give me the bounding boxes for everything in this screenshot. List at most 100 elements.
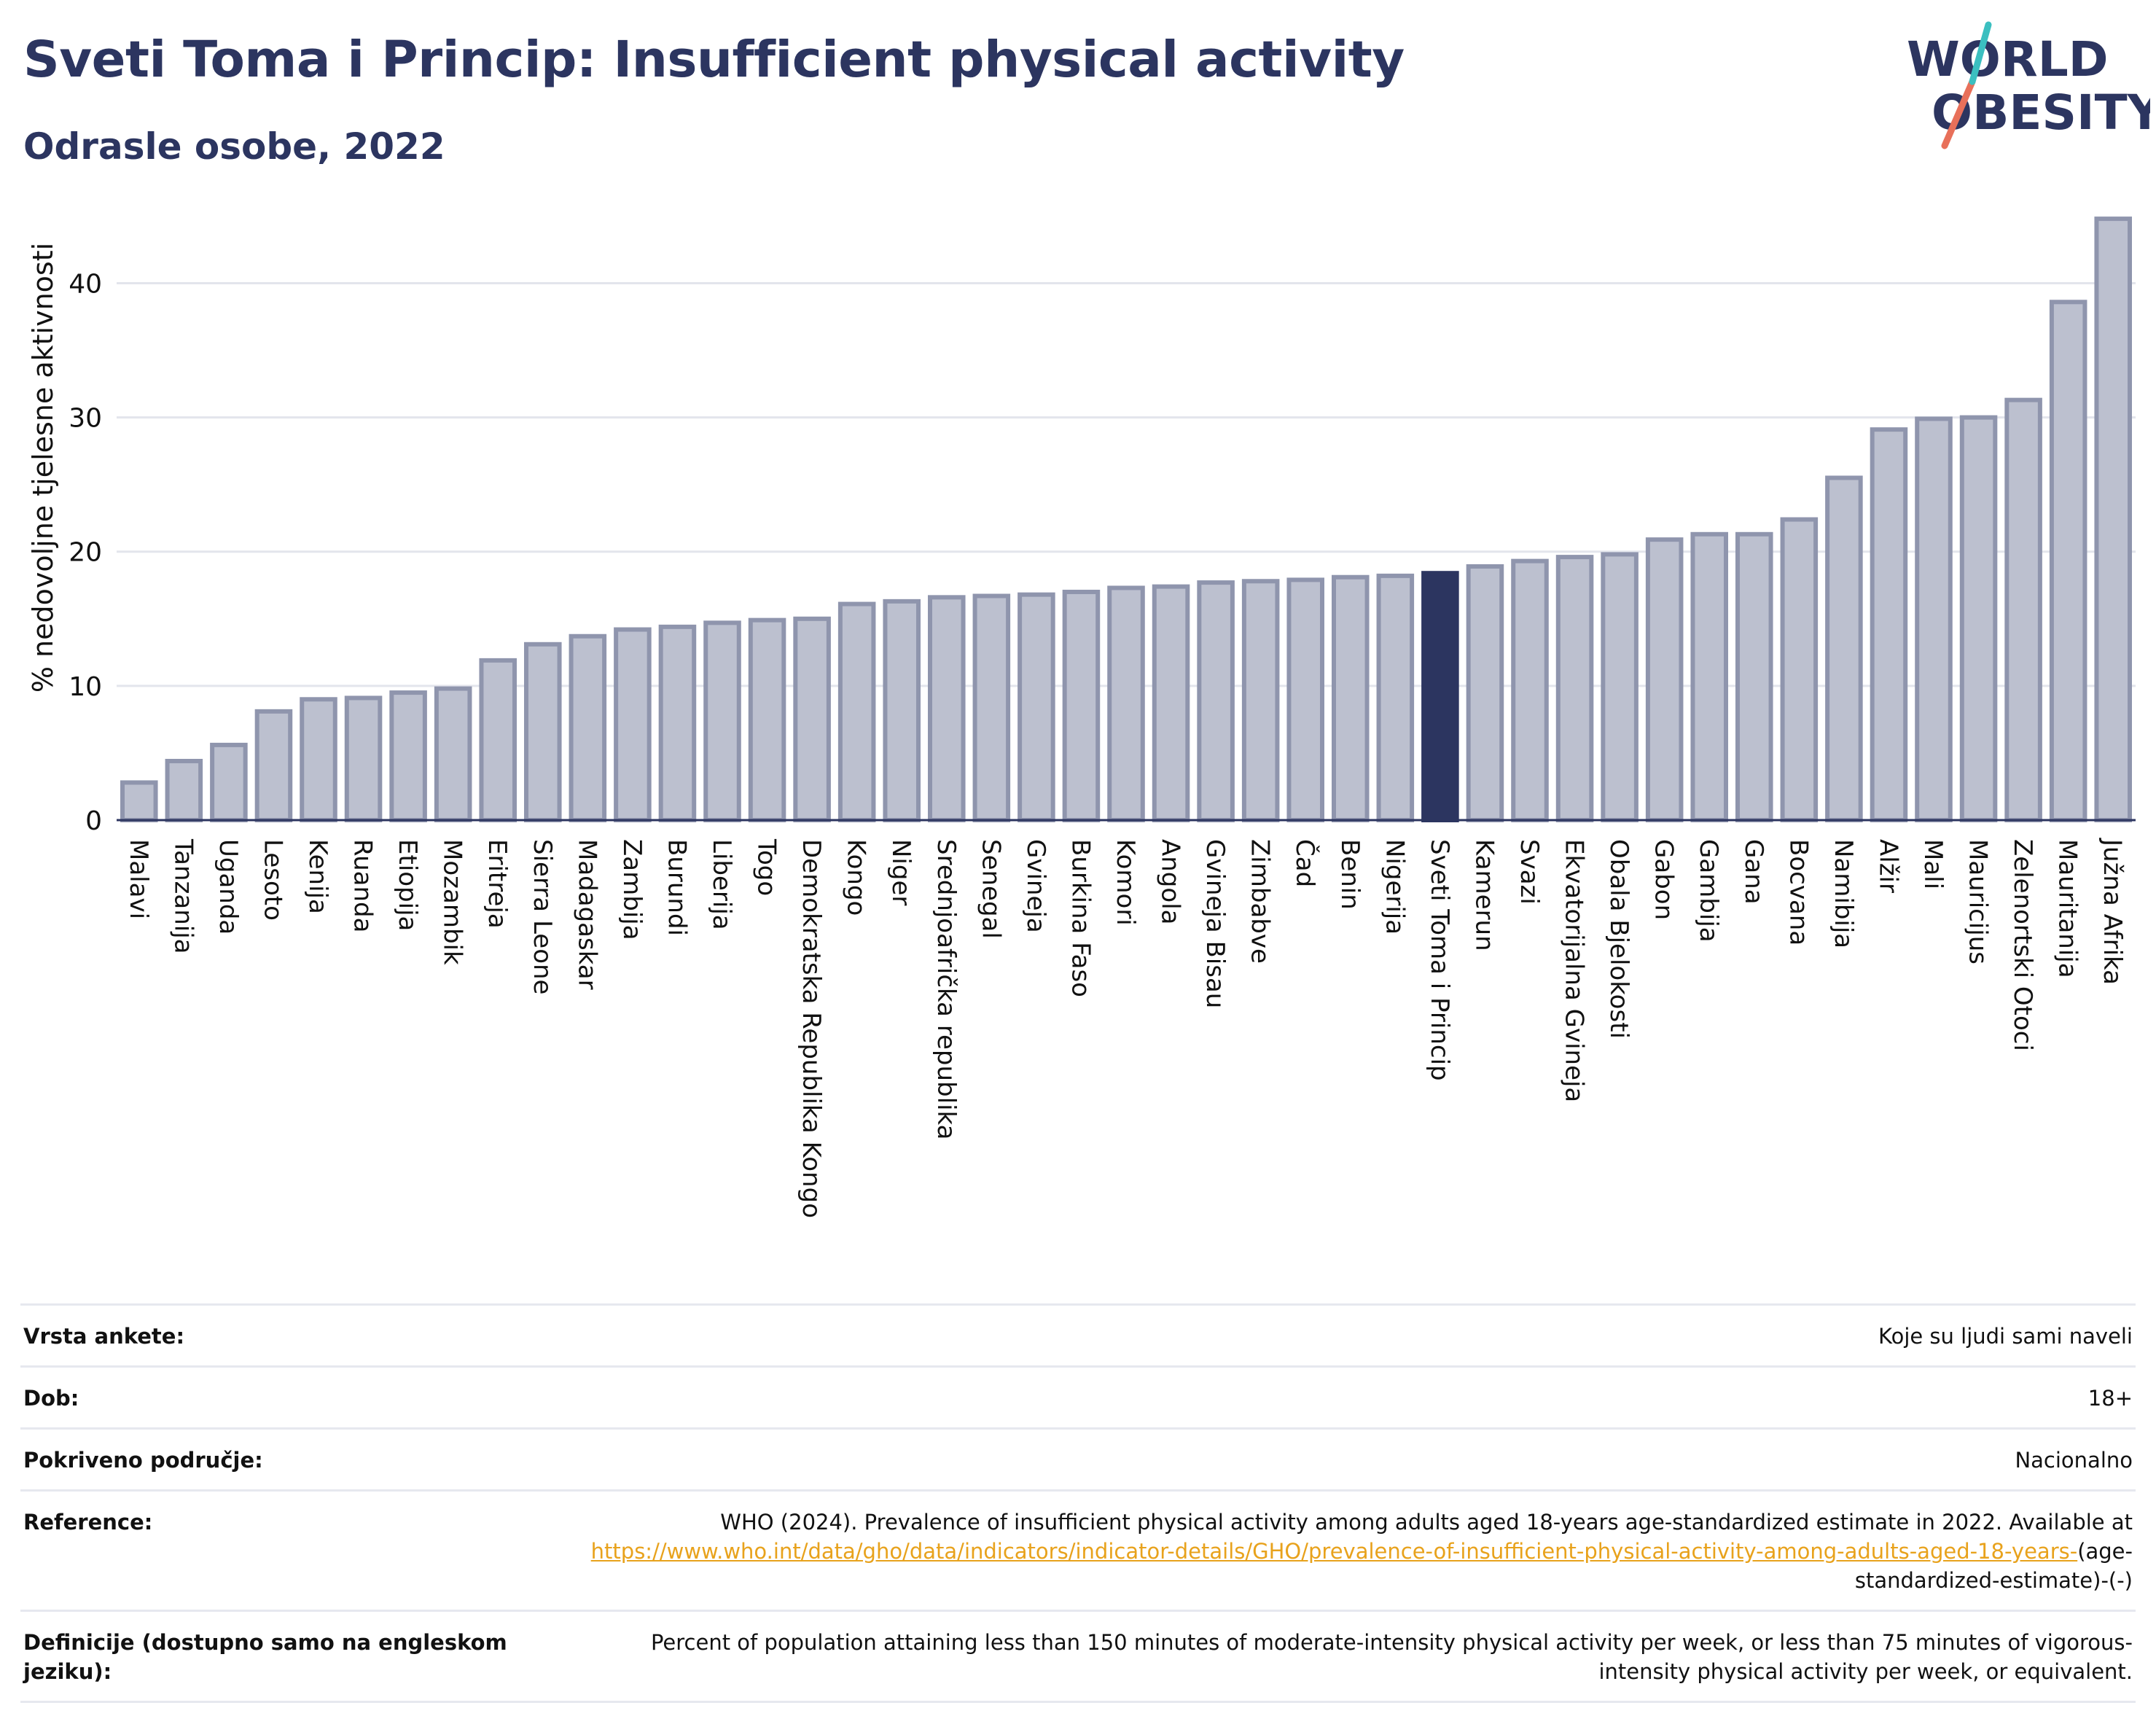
x-tick-label: Nigerija [1380, 839, 1409, 935]
x-tick-label: Čad [1290, 839, 1320, 887]
x-tick-label: Benin [1335, 839, 1364, 910]
x-tick-label: Mauricijus [1964, 839, 1993, 964]
bar[interactable] [1825, 475, 1863, 823]
info-label: Reference: [23, 1510, 153, 1535]
bars [120, 217, 2132, 823]
bar[interactable] [1062, 589, 1101, 822]
bar[interactable] [479, 658, 517, 822]
bar[interactable] [2004, 397, 2042, 822]
info-label: Vrsta ankete: [23, 1324, 185, 1349]
bar[interactable] [344, 695, 383, 822]
reference-value: WHO (2024). Prevalence of insufficient p… [566, 1491, 2136, 1611]
bar[interactable] [1511, 558, 1549, 822]
bar[interactable] [2094, 217, 2132, 822]
bar[interactable] [614, 627, 652, 822]
x-tick-label: Svazi [1515, 839, 1544, 905]
bar[interactable] [1241, 579, 1280, 822]
bar[interactable] [210, 742, 248, 823]
x-tick-label: Sveti Toma i Princip [1425, 839, 1454, 1081]
x-tick-label: Alžir [1873, 839, 1902, 893]
bar[interactable] [1018, 592, 1055, 823]
x-tick-label: Etiopija [393, 839, 422, 931]
info-value: Nacionalno [2015, 1448, 2133, 1473]
x-tick-label: Tanzanija [168, 838, 198, 954]
x-tick-label: Senegal [976, 839, 1005, 939]
info-value: Percent of population attaining less tha… [650, 1630, 2133, 1684]
bar[interactable] [524, 642, 562, 822]
info-row-age: Dob: 18+ [20, 1366, 2136, 1429]
bar[interactable] [254, 709, 293, 823]
x-tick-label: Madagaskar [572, 839, 601, 990]
info-value: Koje su ljudi sami naveli [1878, 1324, 2133, 1349]
bar[interactable] [1735, 531, 1773, 822]
bar[interactable] [1780, 517, 1819, 823]
x-tick-label: Burundi [662, 839, 691, 936]
info-table: Vrsta ankete: Koje su ljudi sami naveli … [20, 1303, 2136, 1703]
bar[interactable] [837, 601, 876, 822]
bar[interactable] [1690, 531, 1728, 822]
bar[interactable] [1107, 585, 1145, 822]
reference-link[interactable]: https://www.who.int/data/gho/data/indica… [590, 1539, 2078, 1564]
bar[interactable] [120, 780, 158, 823]
bar[interactable] [389, 690, 427, 823]
bar[interactable] [1959, 415, 1998, 822]
bar[interactable] [165, 758, 203, 823]
bar[interactable] [1870, 427, 1908, 822]
y-tick-label: 10 [69, 672, 102, 702]
x-tick-label: Demokratska Republika Kongo [797, 839, 826, 1218]
bar[interactable] [928, 595, 966, 823]
reference-suffix: (age-standardized-estimate)-(-) [1854, 1539, 2133, 1593]
logo-slash-top [1969, 21, 1992, 85]
x-tick-label: Gvineja Bisau [1200, 839, 1230, 1008]
bar[interactable] [1555, 555, 1594, 823]
bar[interactable] [703, 620, 741, 822]
info-label: Dob: [23, 1386, 79, 1411]
x-tick-label: Mali [1918, 839, 1948, 889]
bar[interactable] [434, 686, 472, 823]
info-row-survey: Vrsta ankete: Koje su ljudi sami naveli [20, 1304, 2136, 1367]
x-tick-label: Gana [1739, 839, 1768, 905]
bar[interactable] [1286, 577, 1324, 822]
bar[interactable] [1601, 552, 1639, 822]
y-tick-labels: 0 10 20 30 40 [69, 269, 102, 836]
x-tick-labels: Malavi Tanzanija Uganda Lesoto Kenija Ruanda E… [124, 838, 2127, 1218]
reference-text: WHO (2024). Prevalence of insufficient p… [720, 1510, 2133, 1535]
bar[interactable] [658, 624, 697, 822]
x-tick-label: Uganda [214, 839, 243, 935]
x-tick-label: Komori [1111, 839, 1140, 926]
x-tick-label: Ruanda [348, 839, 378, 932]
bar[interactable] [883, 599, 921, 822]
x-tick-label: Eritreja [483, 839, 512, 929]
bar[interactable] [1915, 416, 1953, 822]
bar[interactable] [300, 697, 337, 822]
x-tick-label: Togo [752, 838, 781, 896]
bar[interactable] [1197, 580, 1235, 822]
x-tick-label: Mozambik [438, 839, 467, 965]
x-tick-label: Malavi [124, 839, 153, 919]
bar[interactable] [972, 593, 1011, 823]
bar[interactable] [1645, 537, 1684, 823]
info-row-definition: Definicije (dostupno samo na engleskom j… [20, 1610, 2136, 1702]
x-tick-label: Zambija [617, 839, 647, 940]
x-tick-label: Angola [1156, 839, 1185, 924]
bar[interactable] [569, 633, 607, 823]
info-row-reference: Reference: WHO (2024). Prevalence of ins… [20, 1490, 2136, 1611]
x-tick-label: Kamerun [1469, 839, 1499, 951]
x-tick-label: Kongo [842, 839, 871, 916]
bar[interactable] [1152, 584, 1190, 822]
bar[interactable] [1421, 571, 1459, 822]
logo-line1: WORLD [1907, 31, 2109, 87]
info-value: 18+ [2087, 1386, 2133, 1411]
bar[interactable] [793, 616, 831, 822]
bar[interactable] [1376, 573, 1415, 823]
y-tick-label: 0 [85, 806, 102, 836]
bar[interactable] [2049, 300, 2087, 822]
x-tick-label: Mauritanija [2053, 839, 2082, 978]
x-tick-label: Obala Bjelokosti [1604, 839, 1633, 1039]
bar[interactable] [1466, 564, 1504, 822]
info-label: Pokriveno područje: [23, 1448, 263, 1473]
info-row-coverage: Pokriveno područje: Nacionalno [20, 1428, 2136, 1491]
x-tick-label: Gambija [1694, 839, 1723, 943]
bar[interactable] [748, 617, 786, 822]
bar[interactable] [1332, 574, 1370, 823]
